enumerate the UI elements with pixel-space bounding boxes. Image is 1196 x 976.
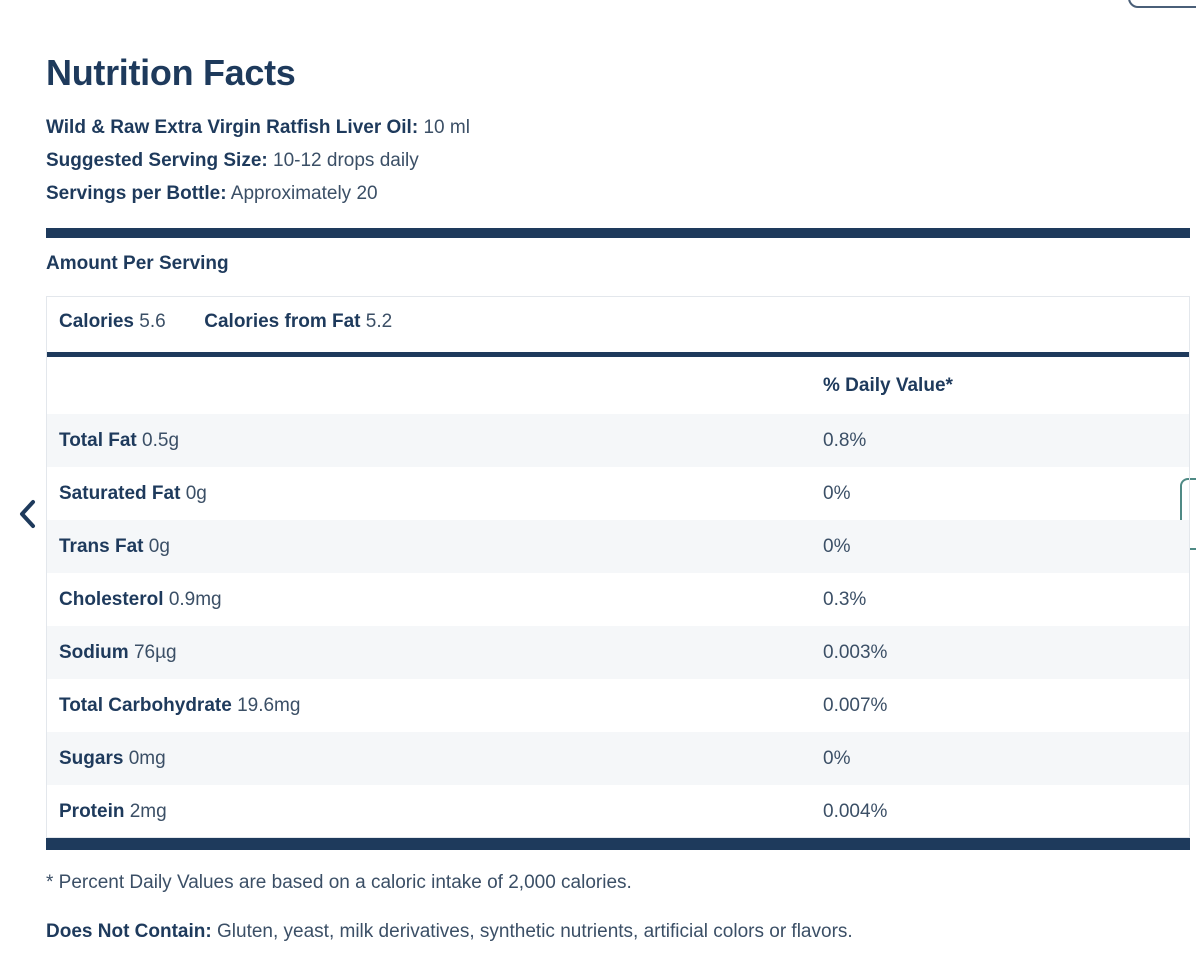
daily-value-header: % Daily Value* [823, 375, 953, 396]
nutrient-amount: 76µg [133, 641, 177, 663]
nutrient-name: Saturated Fat [59, 482, 181, 504]
servings-value: Approximately 20 [230, 183, 378, 204]
nutrition-table: Calories 5.6 Calories from Fat 5.2 % Dai… [46, 296, 1190, 838]
calories-fat-value: 5.2 [365, 311, 393, 332]
nutrient-name: Sodium [59, 641, 129, 663]
calories-fat-label: Calories from Fat [204, 311, 361, 332]
nutrient-dv: 0.003% [823, 641, 888, 663]
nutrient-name: Protein [59, 800, 125, 822]
nutrient-amount: 2mg [129, 800, 167, 822]
calories-label: Calories [59, 311, 134, 332]
chevron-left-icon [20, 500, 35, 528]
nutrient-dv: 0.004% [823, 800, 888, 822]
nutrient-dv: 0% [823, 747, 851, 769]
nutrient-row: Trans Fat 0g 0% [47, 520, 1189, 573]
nutrient-amount: 0.9mg [168, 588, 222, 610]
nutrient-dv: 0.3% [823, 588, 867, 610]
nutrient-amount: 19.6mg [237, 694, 301, 716]
amount-per-serving-heading: Amount Per Serving [46, 253, 229, 274]
nutrient-name: Cholesterol [59, 588, 164, 610]
nutrient-name: Trans Fat [59, 535, 144, 557]
servings-line: Servings per Bottle: Approximately 20 [46, 183, 378, 205]
nutrient-amount: 0mg [128, 747, 166, 769]
product-value: 10 ml [423, 117, 470, 138]
does-not-contain-label: Does Not Contain: [46, 921, 212, 942]
nutrient-dv: 0% [823, 482, 851, 504]
calories-row: Calories 5.6 Calories from Fat 5.2 [59, 311, 392, 333]
nutrient-dv: 0.007% [823, 694, 888, 716]
nutrient-dv: 0% [823, 535, 851, 557]
does-not-contain: Does Not Contain: Gluten, yeast, milk de… [46, 921, 853, 943]
nutrient-dv: 0.8% [823, 429, 867, 451]
thick-divider-top [46, 228, 1190, 238]
nutrient-amount: 0.5g [142, 429, 180, 451]
nutrient-amount: 0g [185, 482, 207, 504]
serving-size-line: Suggested Serving Size: 10-12 drops dail… [46, 150, 419, 172]
product-line: Wild & Raw Extra Virgin Ratfish Liver Oi… [46, 117, 470, 139]
nutrient-row: Protein 2mg 0.004% [47, 785, 1189, 838]
nutrient-name: Total Carbohydrate [59, 694, 232, 716]
servings-label: Servings per Bottle: [46, 183, 227, 204]
nutrient-row: Sodium 76µg 0.003% [47, 626, 1189, 679]
product-label: Wild & Raw Extra Virgin Ratfish Liver Oi… [46, 117, 419, 138]
calories-value: 5.6 [139, 311, 166, 332]
nutrient-row: Sugars 0mg 0% [47, 732, 1189, 785]
prev-arrow-button[interactable] [14, 494, 42, 534]
nutrient-amount: 0g [148, 535, 170, 557]
nutrient-row: Cholesterol 0.9mg 0.3% [47, 573, 1189, 626]
page-title: Nutrition Facts [46, 52, 296, 93]
thick-divider-bottom [46, 838, 1190, 850]
nutrient-row: Total Carbohydrate 19.6mg 0.007% [47, 679, 1189, 732]
nutrient-name: Sugars [59, 747, 124, 769]
top-right-tab[interactable] [1128, 0, 1196, 8]
calories-divider [47, 352, 1189, 357]
nutrient-row: Saturated Fat 0g 0% [47, 467, 1189, 520]
serving-size-label: Suggested Serving Size: [46, 150, 268, 171]
nutrient-rows: Total Fat 0.5g 0.8% Saturated Fat 0g 0% … [47, 414, 1189, 838]
footnote: * Percent Daily Values are based on a ca… [46, 872, 632, 893]
nutrient-row: Total Fat 0.5g 0.8% [47, 414, 1189, 467]
does-not-contain-value: Gluten, yeast, milk derivatives, synthet… [217, 921, 853, 942]
nutrient-name: Total Fat [59, 429, 137, 451]
serving-size-value: 10-12 drops daily [273, 150, 419, 171]
